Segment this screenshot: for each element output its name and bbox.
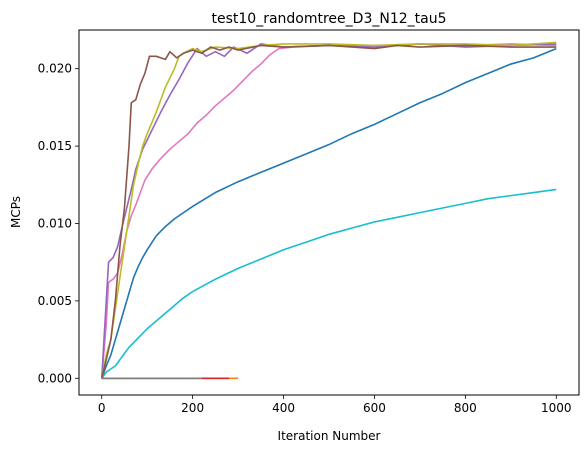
y-axis-label: MCPs: [9, 196, 23, 228]
x-tick-label: 800: [454, 401, 477, 415]
x-tick-label: 200: [181, 401, 204, 415]
y-axis: 0.000 0.005 0.010 0.015 0.020: [38, 62, 79, 385]
x-tick-label: 400: [272, 401, 295, 415]
series-line-5: [100, 41, 557, 379]
chart-title: test10_randomtree_D3_N12_tau5: [212, 11, 447, 27]
x-tick-label: 600: [363, 401, 386, 415]
x-tick-label: 1000: [541, 401, 572, 415]
y-tick-label: 0.015: [38, 139, 72, 153]
plot-lines: [100, 41, 557, 380]
x-axis-label: Iteration Number: [278, 429, 381, 443]
x-axis: 0 200 400 600 800 1000: [98, 395, 572, 415]
plot-frame: [78, 29, 580, 396]
y-tick-label: 0.000: [38, 371, 72, 385]
y-tick-label: 0.010: [38, 216, 72, 230]
x-tick-label: 0: [98, 401, 106, 415]
y-tick-label: 0.020: [38, 62, 72, 76]
series-line-1: [100, 47, 557, 379]
series-line-2: [101, 188, 557, 379]
series-line-6: [100, 44, 557, 379]
y-tick-label: 0.005: [38, 294, 72, 308]
